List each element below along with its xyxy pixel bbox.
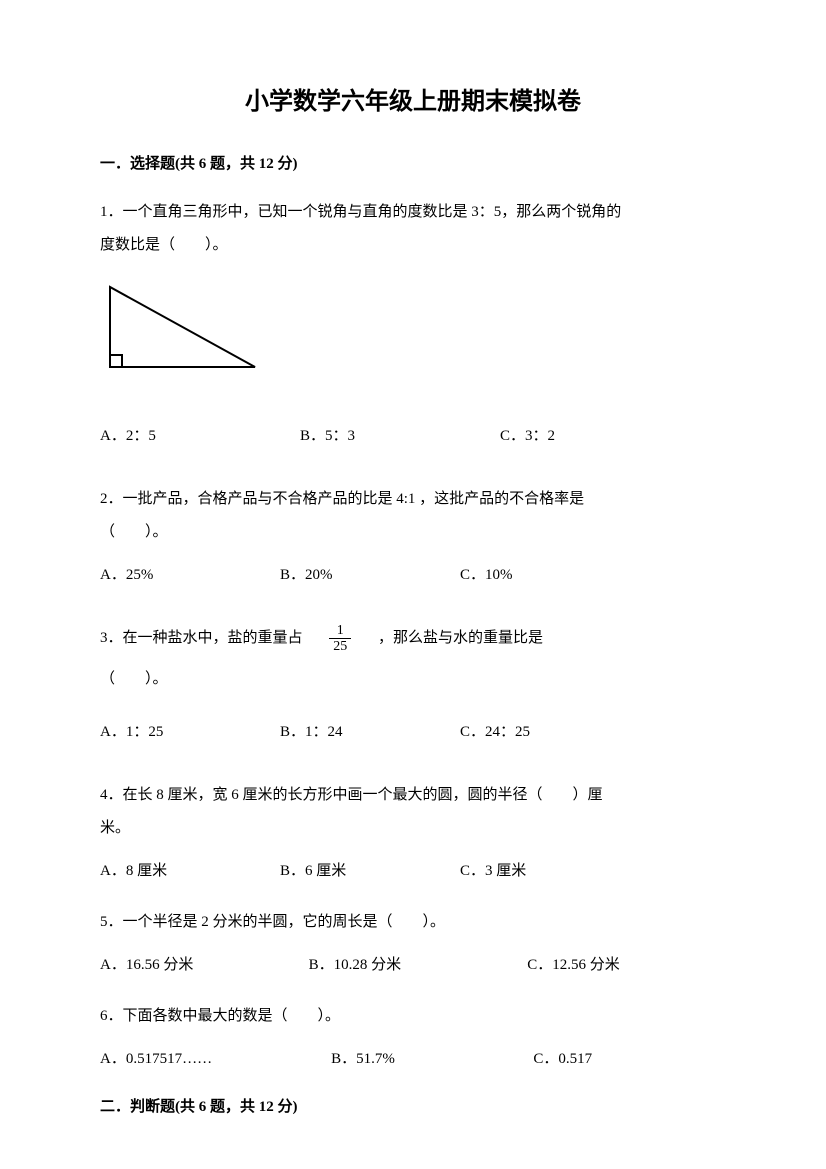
q3-option-b: B．1：24 [280,716,460,749]
q6-option-b: B．51.7% [331,1043,533,1076]
q5-options: A．16.56 分米 B．10.28 分米 C．12.56 分米 [100,949,726,982]
q6-option-c: C．0.517 [533,1043,726,1076]
question-1: 1．一个直角三角形中，已知一个锐角与直角的度数比是 3：5，那么两个锐角的 度数… [100,196,726,453]
q4-options: A．8 厘米 B．6 厘米 C．3 厘米 [100,855,726,888]
q2-text: 2．一批产品，合格产品与不合格产品的比是 4:1 ，这批产品的不合格率是 （ ）… [100,483,726,549]
q4-text: 4．在长 8 厘米，宽 6 厘米的长方形中画一个最大的圆，圆的半径（ ）厘 米。 [100,779,726,845]
question-5: 5．一个半径是 2 分米的半圆，它的周长是（ ）。 A．16.56 分米 B．1… [100,906,726,982]
q1-option-a: A．2：5 [100,420,300,453]
section-2-header: 二．判断题(共 6 题，共 12 分) [100,1094,726,1121]
fraction-denominator: 25 [329,639,351,654]
right-triangle-icon [100,282,260,377]
q3-suffix: ，那么盐与水的重量比是 [363,630,543,646]
fraction-numerator: 1 [329,623,351,639]
q3-text: 3．在一种盐水中，盐的重量占 1 25 ，那么盐与水的重量比是 [100,622,726,655]
q1-option-b: B．5：3 [300,420,500,453]
q1-options: A．2：5 B．5：3 C．3：2 [100,420,726,453]
triangle-figure [100,282,726,390]
q6-text: 6．下面各数中最大的数是（ ）。 [100,1000,726,1033]
q4-option-a: A．8 厘米 [100,855,280,888]
q4-line1: 4．在长 8 厘米，宽 6 厘米的长方形中画一个最大的圆，圆的半径（ ）厘 [100,787,603,803]
q5-text: 5．一个半径是 2 分米的半圆，它的周长是（ ）。 [100,906,726,939]
q3-line2: （ ）。 [100,663,726,696]
q5-option-c: C．12.56 分米 [527,949,726,982]
q5-option-b: B．10.28 分米 [309,949,528,982]
question-6: 6．下面各数中最大的数是（ ）。 A．0.517517…… B．51.7% C．… [100,1000,726,1076]
fraction-1-25: 1 25 [329,623,351,655]
q6-option-a: A．0.517517…… [100,1043,331,1076]
q2-line2: （ ）。 [100,524,168,540]
q2-options: A．25% B．20% C．10% [100,559,726,592]
q1-option-c: C．3：2 [500,420,700,453]
q1-line1: 1．一个直角三角形中，已知一个锐角与直角的度数比是 3：5，那么两个锐角的 [100,204,621,220]
q1-line2: 度数比是（ ）。 [100,237,228,253]
q3-options: A．1：25 B．1：24 C．24：25 [100,716,726,749]
section-1-header: 一．选择题(共 6 题，共 12 分) [100,151,726,178]
q5-option-a: A．16.56 分米 [100,949,309,982]
q4-line2: 米。 [100,820,130,836]
q2-option-c: C．10% [460,559,660,592]
page-title: 小学数学六年级上册期末模拟卷 [100,80,726,123]
q3-option-a: A．1：25 [100,716,280,749]
q1-text: 1．一个直角三角形中，已知一个锐角与直角的度数比是 3：5，那么两个锐角的 度数… [100,196,726,262]
q2-option-b: B．20% [280,559,460,592]
q4-option-c: C．3 厘米 [460,855,660,888]
q3-prefix: 3．在一种盐水中，盐的重量占 [100,630,318,646]
q6-options: A．0.517517…… B．51.7% C．0.517 [100,1043,726,1076]
question-2: 2．一批产品，合格产品与不合格产品的比是 4:1 ，这批产品的不合格率是 （ ）… [100,483,726,592]
question-3: 3．在一种盐水中，盐的重量占 1 25 ，那么盐与水的重量比是 （ ）。 A．1… [100,622,726,749]
q2-option-a: A．25% [100,559,280,592]
q2-line1: 2．一批产品，合格产品与不合格产品的比是 4:1 ，这批产品的不合格率是 [100,491,584,507]
q4-option-b: B．6 厘米 [280,855,460,888]
q3-option-c: C．24：25 [460,716,660,749]
question-4: 4．在长 8 厘米，宽 6 厘米的长方形中画一个最大的圆，圆的半径（ ）厘 米。… [100,779,726,888]
